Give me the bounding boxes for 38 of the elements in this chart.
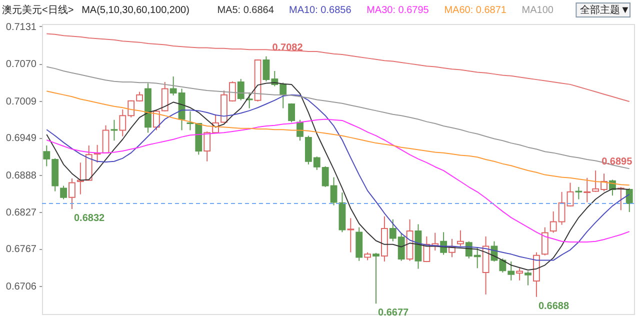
candlestick (347, 218, 354, 253)
candlestick (541, 226, 548, 256)
annotation: 0.6832 (74, 212, 106, 224)
annotation: 0.6895 (602, 156, 633, 168)
y-tick-label: 0.6888 (6, 170, 37, 182)
y-tick-label: 0.7131 (6, 22, 37, 33)
text: MA10: 0.6856 (289, 5, 352, 16)
y-tick-label: 0.6767 (6, 244, 37, 256)
candlestick (457, 230, 464, 247)
text: MA(5,10,30,60,100,200) (82, 5, 190, 16)
text: MA30: 0.6795 (366, 5, 430, 16)
candlestick (110, 119, 118, 142)
candlestick (372, 252, 380, 304)
chart-title: 澳元美元<日线> (2, 4, 74, 16)
y-tick-label: 0.7009 (6, 96, 37, 108)
candlestick (575, 186, 582, 200)
candlestick (60, 185, 67, 200)
candlestick (296, 119, 304, 142)
y-tick-label: 0.6949 (6, 133, 37, 144)
y-tick-label: 0.6706 (6, 281, 37, 292)
candlestick (102, 124, 110, 154)
line-series (46, 33, 630, 102)
candlestick (516, 268, 524, 281)
candlestick (68, 178, 76, 210)
text: MA60: 0.6871 (444, 5, 507, 16)
y-tick-label: 0.7070 (6, 59, 37, 70)
annotation: 0.6688 (538, 300, 570, 312)
line-series (46, 66, 630, 170)
annotation: 0.6677 (378, 308, 410, 319)
candlestick (161, 82, 168, 112)
candlestick (288, 102, 296, 123)
candlestick (524, 270, 532, 286)
text: MA5: 0.6864 (217, 5, 274, 16)
candlestick (626, 188, 633, 213)
text: 全部主题▼ (580, 4, 630, 16)
candlestick (508, 260, 515, 281)
y-tick-label: 0.6827 (6, 208, 37, 219)
text: MA100 (522, 5, 554, 16)
